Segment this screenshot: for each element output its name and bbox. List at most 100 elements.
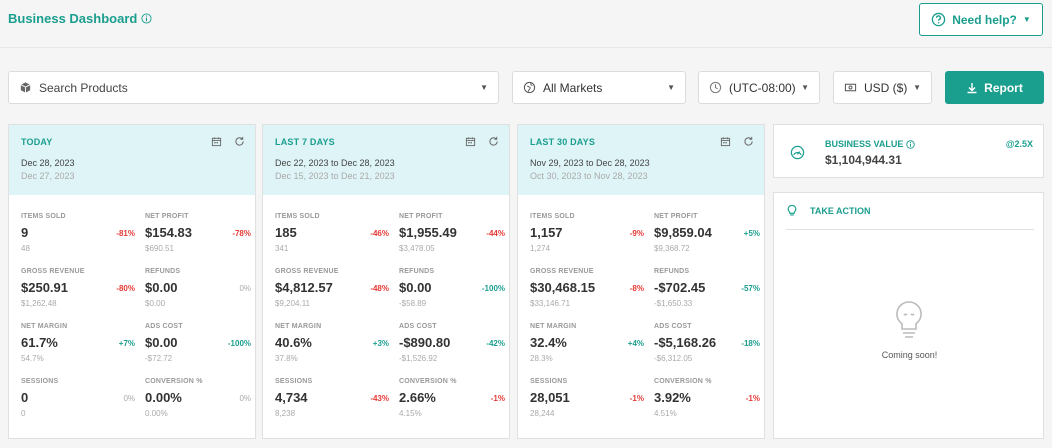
metric-change: -44% (486, 229, 505, 238)
metric-previous: -$6,312.05 (654, 354, 693, 363)
metric-change: -1% (490, 394, 505, 403)
metric-value: 40.6% (275, 335, 312, 350)
calendar-icon[interactable] (211, 136, 222, 147)
metric-change: +7% (118, 339, 135, 348)
metric: ITEMS SOLD 1,157 1,274 -9% (530, 213, 654, 258)
metric-label: NET PROFIT (399, 213, 443, 220)
metric-previous: 28,244 (530, 409, 555, 418)
metric-change: -18% (741, 339, 760, 348)
refresh-icon[interactable] (743, 136, 754, 147)
metric-previous: 4.15% (399, 409, 422, 418)
metric-label: GROSS REVENUE (21, 268, 85, 275)
previous-date-range: Dec 15, 2023 to Dec 21, 2023 (275, 171, 395, 181)
metric-value: 3.92% (654, 390, 691, 405)
metric-change: -8% (629, 284, 644, 293)
metric-value: 185 (275, 225, 297, 240)
metric-value: $154.83 (145, 225, 192, 240)
metric-change: -100% (227, 339, 251, 348)
metric: CONVERSION % 3.92% 4.51% -1% (654, 378, 770, 423)
metric-change: +3% (372, 339, 389, 348)
chevron-down-icon: ▼ (480, 83, 488, 92)
metric: GROSS REVENUE $4,812.57 $9,204.11 -48% (275, 268, 399, 313)
metric: GROSS REVENUE $250.91 $1,262.48 -80% (21, 268, 145, 313)
metric-value: -$890.80 (399, 335, 451, 350)
metric-value: 28,051 (530, 390, 570, 405)
metric-previous: $0.00 (145, 299, 166, 308)
metric-label: CONVERSION % (654, 378, 712, 385)
metric: NET PROFIT $9,859.04 $9,368.72 +5% (654, 213, 770, 258)
search-products-select[interactable]: Search Products ▼ (8, 71, 499, 104)
metric-label: ITEMS SOLD (530, 213, 575, 220)
metric-value: 4,734 (275, 390, 308, 405)
need-help-button[interactable]: Need help? ▼ (919, 3, 1043, 36)
date-range: Nov 29, 2023 to Dec 28, 2023 (530, 158, 650, 168)
metric: ADS COST -$890.80 -$1,526.92 -42% (399, 323, 515, 368)
metric-label: SESSIONS (530, 378, 568, 385)
info-icon[interactable] (141, 13, 152, 24)
metric-previous: 0 (21, 409, 26, 418)
gauge-icon (790, 145, 805, 160)
metric: NET MARGIN 40.6% 37.8% +3% (275, 323, 399, 368)
metric-previous: $9,204.11 (275, 299, 310, 308)
clock-icon (709, 81, 722, 94)
metric: ITEMS SOLD 185 341 -46% (275, 213, 399, 258)
business-value-multiplier: @2.5X (1005, 139, 1033, 149)
metric-value: $30,468.15 (530, 280, 596, 295)
metric-value: 32.4% (530, 335, 567, 350)
metric-label: SESSIONS (21, 378, 59, 385)
metric-change: -78% (232, 229, 251, 238)
metric-previous: 28.3% (530, 354, 553, 363)
metric-value: 2.66% (399, 390, 436, 405)
report-button[interactable]: Report (945, 71, 1044, 104)
metrics-grid: ITEMS SOLD 185 341 -46% NET PROFIT $1,95… (263, 195, 509, 423)
metric: ADS COST -$5,168.26 -$6,312.05 -18% (654, 323, 770, 368)
metric: GROSS REVENUE $30,468.15 $33,146.71 -8% (530, 268, 654, 313)
date-range: Dec 28, 2023 (21, 158, 75, 168)
metric: NET PROFIT $154.83 $690.51 -78% (145, 213, 261, 258)
metrics-grid: ITEMS SOLD 9 48 -81% NET PROFIT $154.83 … (9, 195, 255, 423)
period-title: LAST 30 DAYS (530, 137, 596, 147)
metric: CONVERSION % 2.66% 4.15% -1% (399, 378, 515, 423)
metric-previous: 8,238 (275, 409, 296, 418)
metric-label: ADS COST (654, 323, 692, 330)
metric-previous: -$1,526.92 (399, 354, 438, 363)
metric: NET PROFIT $1,955.49 $3,478.05 -44% (399, 213, 515, 258)
metric-change: -46% (370, 229, 389, 238)
business-value-label: BUSINESS VALUE (825, 139, 916, 149)
metric-previous: 48 (21, 244, 30, 253)
metric-label: REFUNDS (145, 268, 181, 275)
metric: SESSIONS 4,734 8,238 -43% (275, 378, 399, 423)
period-card-header: LAST 30 DAYS Nov 29, 2023 to Dec 28, 202… (518, 125, 764, 195)
metric-label: NET MARGIN (530, 323, 577, 330)
money-icon (844, 83, 857, 92)
metric: CONVERSION % 0.00% 0.00% 0% (145, 378, 261, 423)
market-select[interactable]: All Markets ▼ (512, 71, 686, 104)
refresh-icon[interactable] (488, 136, 499, 147)
metric-value: 1,157 (530, 225, 563, 240)
date-range: Dec 22, 2023 to Dec 28, 2023 (275, 158, 395, 168)
metric-change: -80% (116, 284, 135, 293)
currency-select[interactable]: USD ($) ▼ (833, 71, 932, 104)
metric-change: +5% (743, 229, 760, 238)
metric-change: +4% (627, 339, 644, 348)
metric-change: -9% (629, 229, 644, 238)
lightbulb-icon (896, 301, 922, 338)
calendar-icon[interactable] (720, 136, 731, 147)
info-icon[interactable] (906, 139, 916, 149)
metric-previous: 37.8% (275, 354, 298, 363)
metric-value: 0 (21, 390, 29, 405)
metric-previous: -$58.89 (399, 299, 427, 308)
timezone-select[interactable]: (UTC-08:00) ▼ (698, 71, 820, 104)
metric-value: $4,812.57 (275, 280, 333, 295)
metric-value: $1,955.49 (399, 225, 457, 240)
chevron-down-icon: ▼ (913, 83, 921, 92)
metric-previous: -$72.72 (145, 354, 173, 363)
calendar-icon[interactable] (465, 136, 476, 147)
refresh-icon[interactable] (234, 136, 245, 147)
metric-label: GROSS REVENUE (275, 268, 339, 275)
chevron-down-icon: ▼ (801, 83, 809, 92)
metric-change: 0% (239, 284, 251, 293)
coming-soon-text: Coming soon! (881, 350, 938, 360)
metric-value: -$702.45 (654, 280, 706, 295)
metric-change: 0% (123, 394, 135, 403)
